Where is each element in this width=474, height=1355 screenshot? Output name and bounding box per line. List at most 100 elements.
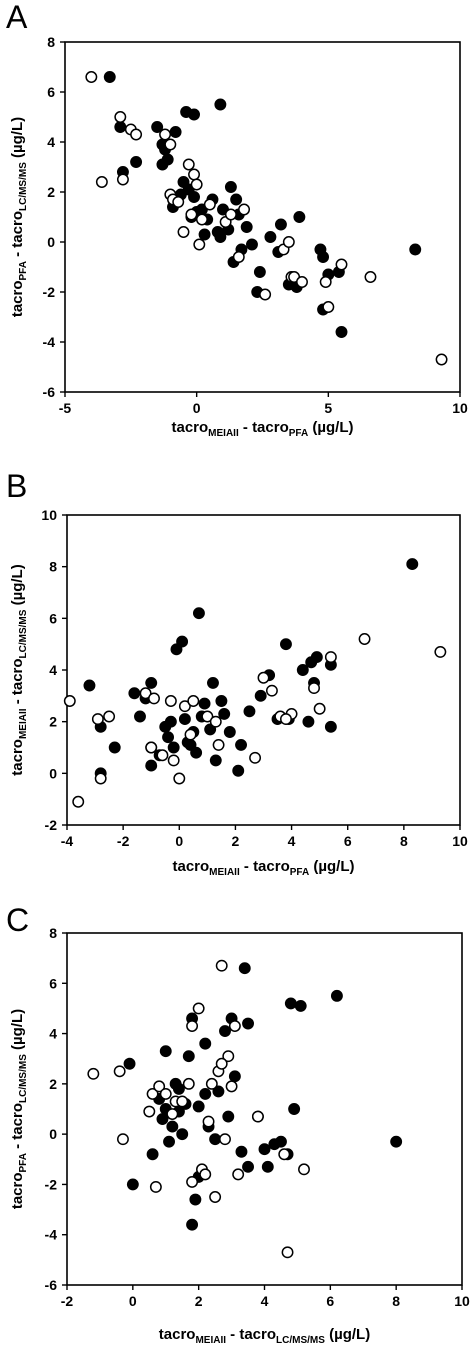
y-tick-label: 0 xyxy=(47,234,55,250)
data-point-filled xyxy=(159,1045,172,1058)
data-point-filled xyxy=(126,1178,139,1191)
x-tick-label: 6 xyxy=(344,833,352,849)
data-point-hollow xyxy=(186,1020,199,1032)
data-point-hollow xyxy=(153,1080,166,1093)
data-point-hollow xyxy=(187,695,200,707)
data-point-hollow xyxy=(434,645,447,658)
y-tick-label: 10 xyxy=(41,507,57,523)
data-point-hollow xyxy=(113,1065,126,1078)
data-point-hollow xyxy=(63,695,76,707)
data-point-hollow xyxy=(251,1110,264,1123)
data-point-filled xyxy=(172,1082,185,1095)
data-point-filled xyxy=(151,121,164,133)
x-tick-label: -5 xyxy=(59,400,72,416)
data-point-hollow xyxy=(85,71,98,83)
data-point-filled xyxy=(264,231,277,243)
data-point-hollow xyxy=(280,713,292,726)
y-axis-title: tacroPFA - tacroLC/MS/MS (µg/L) xyxy=(9,1009,29,1209)
data-point-filled xyxy=(228,1070,241,1083)
data-point-filled xyxy=(146,1148,159,1161)
x-tick-label: 8 xyxy=(400,833,408,849)
data-point-hollow xyxy=(164,138,177,151)
data-point-filled xyxy=(310,651,323,664)
data-point-filled xyxy=(209,1133,222,1146)
data-point-hollow xyxy=(117,1133,129,1146)
data-point-hollow xyxy=(319,276,332,288)
scatter-panel-b: B -4 -2 0 2 4 6 8 10 -2 0 2 4 6 8 10 tacroMEIAII - tacro… xyxy=(0,455,474,895)
data-point-hollow xyxy=(298,1163,310,1176)
data-point-filled xyxy=(232,764,245,777)
x-tick-label: 2 xyxy=(232,833,240,849)
data-point-hollow xyxy=(435,353,448,366)
data-point-filled xyxy=(288,1103,301,1115)
data-point-filled xyxy=(145,676,158,689)
data-point-filled xyxy=(324,720,337,733)
y-tick-label: -2 xyxy=(45,1176,58,1192)
panel-letter: C xyxy=(6,905,29,938)
data-point-filled xyxy=(212,1085,225,1098)
panel-letter: B xyxy=(6,468,27,504)
data-point-filled xyxy=(204,723,217,736)
data-point-hollow xyxy=(148,692,160,705)
data-point-hollow xyxy=(322,301,335,313)
y-tick-label: -6 xyxy=(43,384,56,400)
data-point-hollow xyxy=(167,754,180,767)
data-point-hollow xyxy=(164,695,177,707)
data-point-hollow xyxy=(209,1191,222,1203)
data-point-filled xyxy=(330,989,343,1002)
data-point-filled xyxy=(409,243,422,256)
data-point-hollow xyxy=(184,728,197,741)
y-tick-label: 4 xyxy=(49,662,57,678)
data-point-filled xyxy=(294,999,307,1012)
y-tick-label: 8 xyxy=(49,559,57,575)
data-point-filled xyxy=(207,676,219,689)
data-point-filled xyxy=(293,211,306,223)
data-point-hollow xyxy=(195,213,208,226)
x-tick-label: -2 xyxy=(117,833,130,849)
data-point-filled xyxy=(176,1128,189,1141)
y-tick-label: -4 xyxy=(43,334,56,350)
x-axis-title: tacroMEIAII - tacroLC/MS/MS (µg/L) xyxy=(159,1326,370,1346)
data-point-hollow xyxy=(139,687,152,700)
data-point-filled xyxy=(188,108,200,121)
data-point-filled xyxy=(317,251,330,263)
data-point-hollow xyxy=(212,738,225,751)
data-point-hollow xyxy=(224,208,237,221)
data-point-filled xyxy=(261,1160,274,1173)
data-point-hollow xyxy=(146,1087,159,1100)
y-tick-label: 6 xyxy=(47,84,55,100)
data-point-hollow xyxy=(172,196,185,208)
data-point-filled xyxy=(178,713,191,726)
data-point-filled xyxy=(219,1025,231,1038)
y-tick-label: 0 xyxy=(49,1126,57,1142)
data-point-hollow xyxy=(114,111,127,123)
data-point-filled xyxy=(159,720,172,733)
x-tick-label: 2 xyxy=(195,1293,203,1309)
y-tick-label: -4 xyxy=(45,1227,58,1243)
plot-frame xyxy=(64,41,461,393)
x-tick-label: 0 xyxy=(175,833,183,849)
data-point-hollow xyxy=(296,276,308,288)
data-point-hollow xyxy=(282,236,295,248)
data-point-hollow xyxy=(188,168,200,181)
y-tick-label: 2 xyxy=(49,1076,57,1092)
data-point-filled xyxy=(108,741,121,754)
scatter-chart-a: A -5 0 5 10 -6 -4 -2 0 2 4 6 8 tacroMEIAII - tacroPFA… xyxy=(6,0,468,439)
data-point-hollow xyxy=(190,178,203,191)
data-point-filled xyxy=(246,238,258,251)
data-point-filled xyxy=(199,1087,212,1100)
data-point-filled xyxy=(406,558,419,571)
data-point-hollow xyxy=(91,713,104,726)
data-point-hollow xyxy=(281,1246,294,1259)
data-point-filled xyxy=(156,1113,169,1126)
data-point-hollow xyxy=(103,710,116,723)
data-point-hollow xyxy=(149,1180,162,1193)
x-axis-title: tacroMEIAII - tacroPFA (µg/L) xyxy=(171,419,353,439)
data-point-filled xyxy=(242,1160,254,1173)
data-point-hollow xyxy=(185,208,198,221)
data-point-hollow xyxy=(232,251,245,263)
data-point-filled xyxy=(240,221,253,233)
x-tick-label: 0 xyxy=(193,400,201,416)
x-tick-label: -4 xyxy=(61,833,74,849)
data-point-filled xyxy=(302,715,315,728)
